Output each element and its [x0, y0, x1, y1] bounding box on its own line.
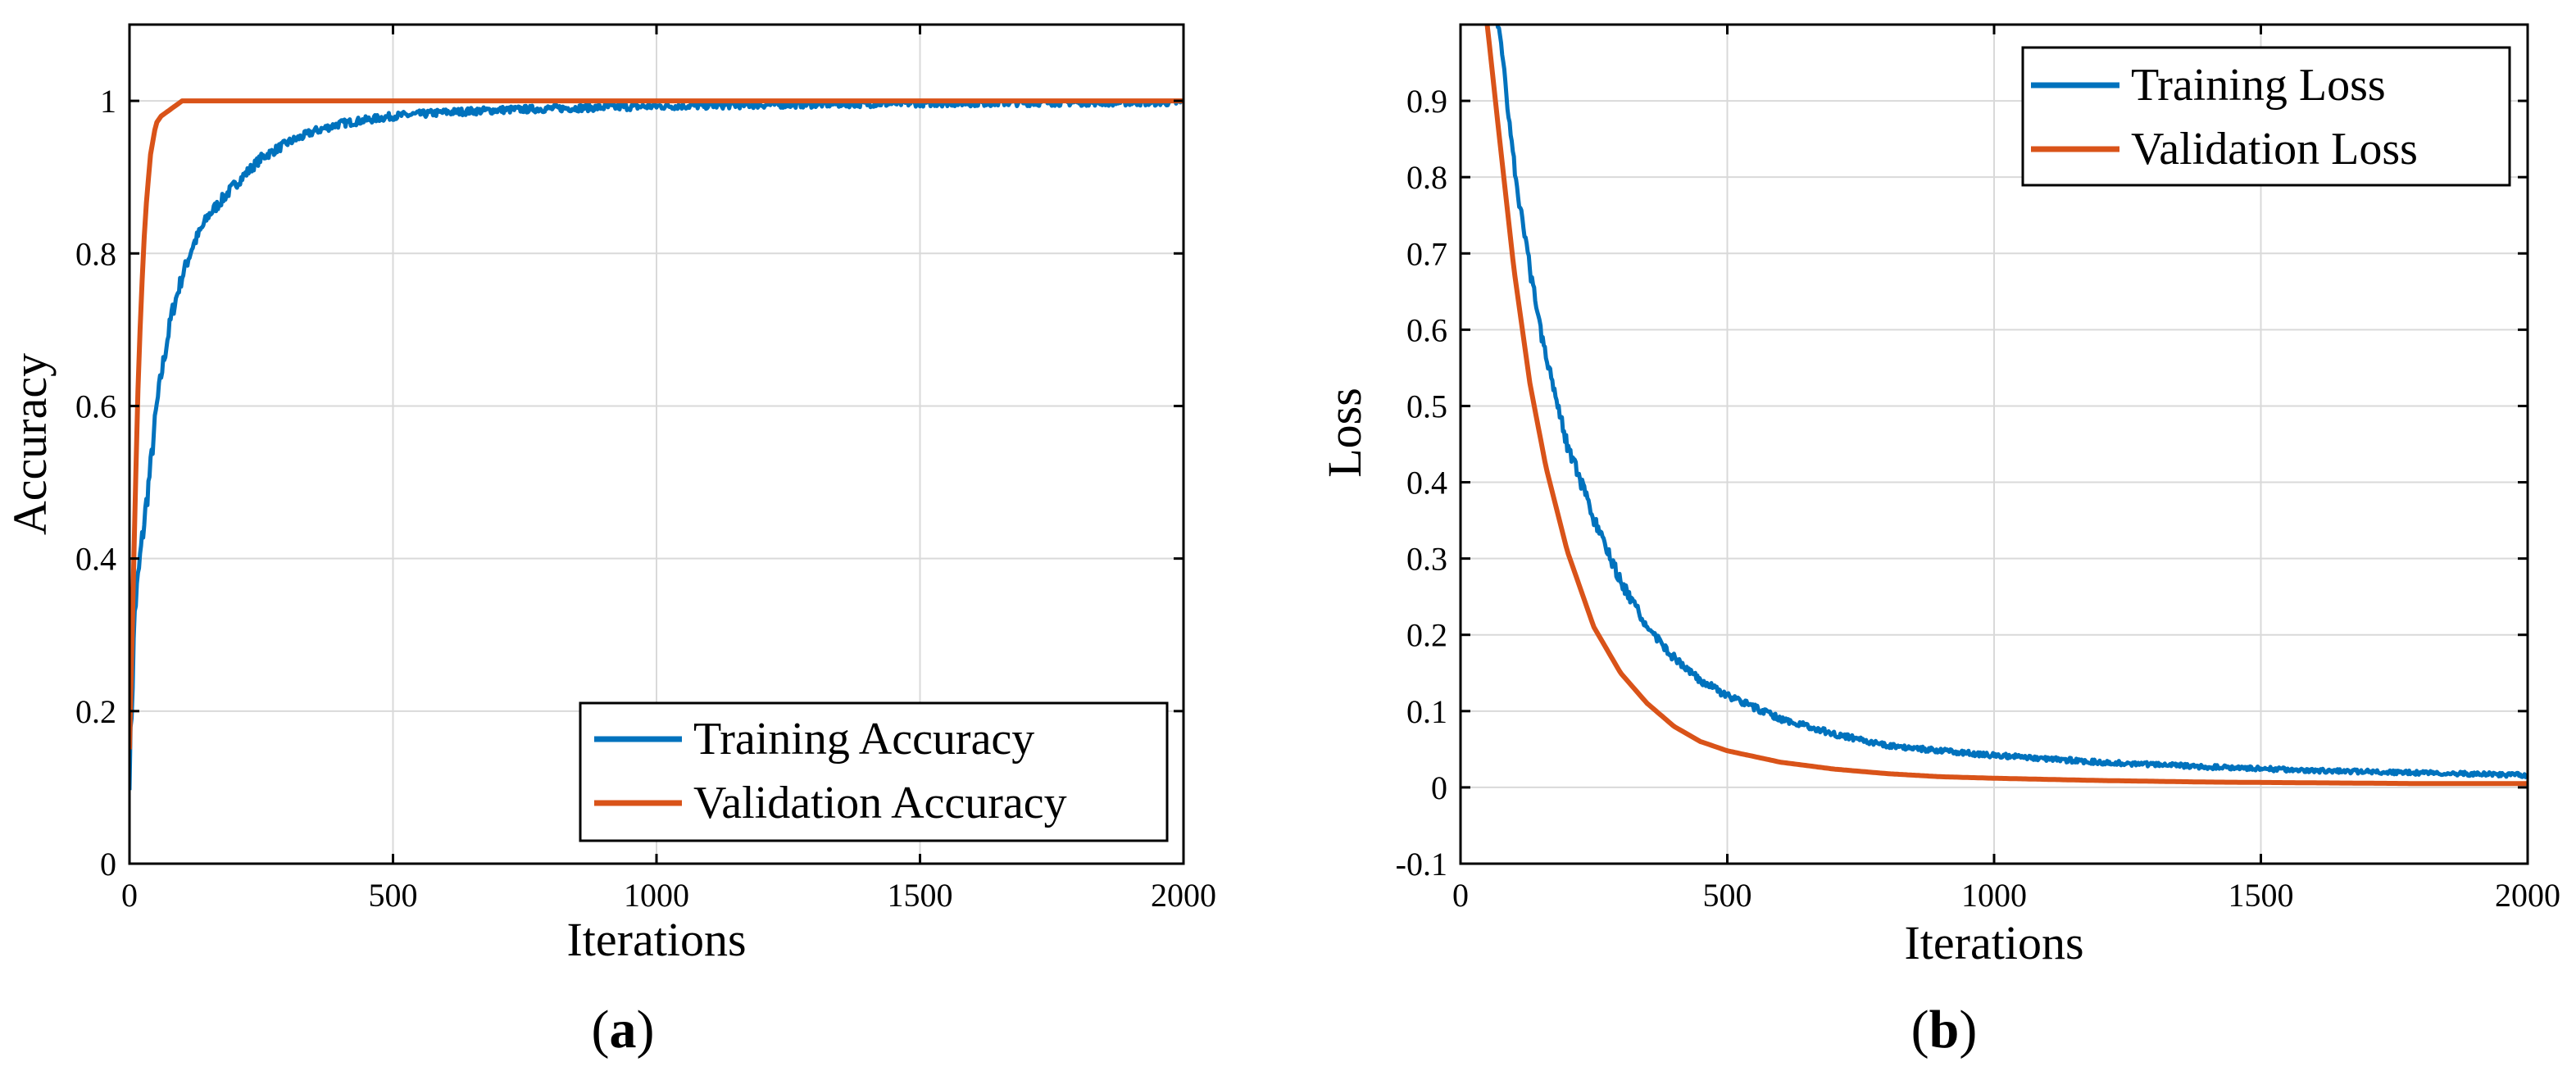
legend-label-validation-loss: Validation Loss: [2131, 124, 2418, 175]
panel-a-ytick-label-0_2: 0.2: [75, 693, 116, 730]
panel-a-tick-labels: 0 500 1000 1500 2000 0 0.2 0.4 0.6 0.8 1: [75, 83, 1216, 914]
panel-b-ytick-label-0_3: 0.3: [1406, 541, 1447, 578]
panel-a-ytick-label-0_4: 0.4: [75, 541, 116, 578]
panel-b-legend: Training Loss Validation Loss: [2021, 46, 2511, 187]
panel-a-ytick-label-0: 0: [100, 846, 116, 883]
panel-b-xtick-label-0: 0: [1452, 877, 1469, 914]
panel-b-ylabel: Loss: [1318, 388, 1371, 478]
panel-a-series: [129, 98, 1184, 791]
panel-a-xtick-label-1000: 1000: [624, 877, 689, 914]
legend-label-training-loss: Training Loss: [2131, 60, 2386, 111]
panel-b-ytick-label-0_2: 0.2: [1406, 617, 1447, 654]
series-line-validation-accuracy: [129, 98, 1184, 750]
panel-a-ytick-label-1: 1: [100, 83, 116, 120]
panel-b-tick-labels: 0 500 1000 1500 2000-0.100.10.20.30.40.50.60…: [1396, 83, 2560, 914]
panel-a-ticks: [128, 25, 1185, 865]
panel-b-xtick-label-1500: 1500: [2228, 877, 2294, 914]
panel-b-ytick-label-0_4: 0.4: [1406, 465, 1447, 501]
panel-a-ylabel: Accuracy: [3, 353, 57, 535]
legend-label-training-accuracy: Training Accuracy: [693, 714, 1034, 765]
panel-a-grid: [129, 25, 1184, 864]
panel-b-series: [1484, 25, 2528, 787]
panel-b-ytick-label-0_7: 0.7: [1406, 235, 1447, 272]
panel-b-ytick-label-0_8: 0.8: [1406, 159, 1447, 196]
panel-a-legend: Training Accuracy Validation Accuracy: [579, 701, 1169, 842]
panel-b-xtick-label-1000: 1000: [1961, 877, 2027, 914]
panel-b: 0 500 1000 1500 2000-0.100.10.20.30.40.50.60…: [1318, 23, 2560, 1060]
panel-b-ytick-label-0: 0: [1431, 769, 1447, 806]
panel-b-legend-box: [2021, 46, 2511, 187]
panel-b-ytick-label-neg0_1: -0.1: [1396, 846, 1447, 883]
panel-a-xtick-label-1500: 1500: [888, 877, 953, 914]
panel-b-ytick-label-0_6: 0.6: [1406, 311, 1447, 348]
panel-a-xlabel: Iterations: [566, 913, 746, 966]
series-line-training-loss: [1495, 25, 2528, 779]
panel-a-ytick-label-0_6: 0.6: [75, 388, 116, 424]
panel-a-ytick-label-0_8: 0.8: [75, 235, 116, 272]
panel-b-ytick-label-0_1: 0.1: [1406, 693, 1447, 730]
panel-b-xtick-label-500: 500: [1703, 877, 1752, 914]
legend-label-validation-accuracy: Validation Accuracy: [693, 778, 1067, 828]
panel-a-caption: (a): [592, 1000, 655, 1060]
panel-b-ticks: [1459, 25, 2529, 865]
panel-a-xtick-label-500: 500: [369, 877, 418, 914]
panel-a-xtick-label-2000: 2000: [1151, 877, 1216, 914]
panel-b-caption: (b): [1911, 1000, 1978, 1060]
panel-a: 0 500 1000 1500 2000 0 0.2 0.4 0.6 0.8 1 Iteration…: [3, 23, 1216, 1060]
series-line-training-accuracy: [129, 98, 1184, 791]
panel-b-xtick-label-2000: 2000: [2495, 877, 2560, 914]
panel-b-ytick-label-0_5: 0.5: [1406, 388, 1447, 424]
panel-a-xtick-label-0: 0: [121, 877, 138, 914]
panel-b-grid: [1461, 25, 2528, 864]
panel-b-ytick-label-0_9: 0.9: [1406, 83, 1447, 120]
series-line-validation-loss: [1484, 25, 2528, 787]
panel-b-xlabel: Iterations: [1904, 916, 2083, 969]
panel-a-legend-box: [579, 701, 1169, 842]
